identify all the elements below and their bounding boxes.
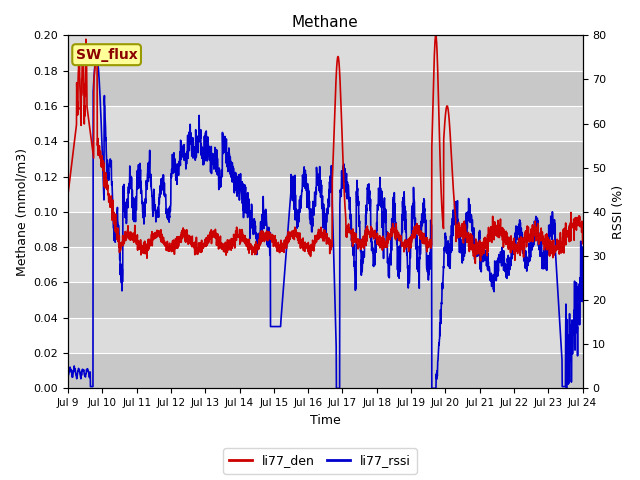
li77_rssi	[93, 54, 100, 60]
Bar	[68, 141, 582, 177]
li77_rssi	[315, 171, 323, 177]
Bar	[68, 353, 582, 388]
li77_rssi	[64, 375, 72, 381]
Title: Methane: Methane	[292, 15, 358, 30]
li77_rssi	[495, 257, 503, 263]
li77_den	[357, 246, 365, 252]
li77_den	[314, 233, 322, 239]
li77_rssi	[358, 272, 365, 278]
li77_rssi	[508, 256, 516, 262]
li77_rssi	[436, 336, 444, 342]
li77_den	[579, 240, 586, 246]
li77_den	[472, 261, 479, 266]
Bar	[68, 212, 582, 247]
li77_den	[436, 131, 444, 136]
Y-axis label: Methane (mmol/m3): Methane (mmol/m3)	[15, 148, 28, 276]
li77_den	[508, 249, 515, 254]
li77_den	[64, 192, 72, 197]
Legend: li77_den, li77_rssi: li77_den, li77_rssi	[223, 448, 417, 474]
li77_rssi	[579, 244, 586, 250]
Bar	[68, 282, 582, 318]
Bar	[68, 71, 582, 106]
li77_rssi	[508, 254, 515, 260]
Line: li77_rssi: li77_rssi	[68, 57, 582, 388]
li77_rssi	[333, 385, 340, 391]
X-axis label: Time: Time	[310, 414, 340, 427]
Text: SW_flux: SW_flux	[76, 48, 138, 62]
li77_den	[508, 243, 516, 249]
Y-axis label: RSSI (%): RSSI (%)	[612, 185, 625, 239]
li77_den	[495, 235, 503, 240]
Line: li77_den: li77_den	[68, 36, 582, 264]
li77_den	[432, 33, 440, 38]
